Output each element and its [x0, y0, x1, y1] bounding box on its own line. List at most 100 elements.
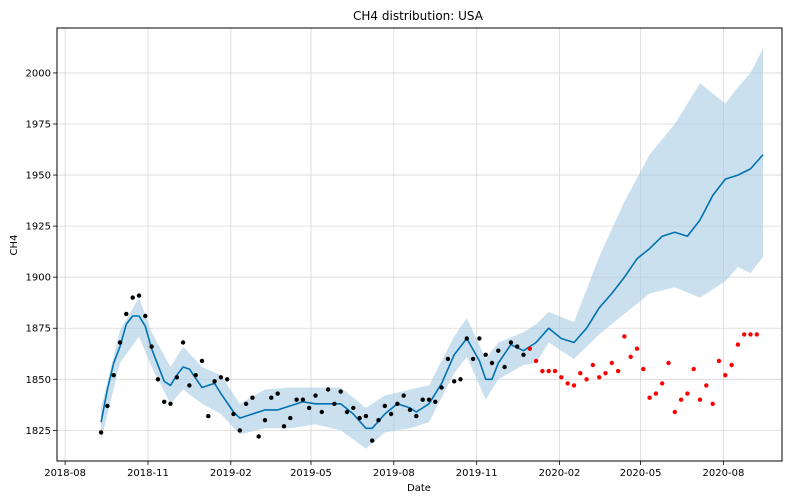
chart-title: CH4 distribution: USA: [353, 9, 484, 23]
x-tick-label: 2019-11: [456, 468, 498, 479]
uncertainty-band-layer: [101, 48, 764, 449]
observed-point: [496, 348, 501, 353]
observed-point: [477, 336, 482, 341]
y-tick-label: 1950: [26, 171, 51, 182]
observed-point: [515, 344, 520, 349]
holdout-point: [628, 354, 633, 359]
observed-point: [206, 413, 211, 419]
forecast-line-layer: [100, 154, 764, 430]
y-tick-label: 1975: [26, 119, 51, 130]
plot-frame: [56, 27, 783, 462]
observed-point: [98, 430, 104, 435]
observed-point: [363, 413, 369, 419]
y-axis-label: CH4: [9, 235, 20, 256]
holdout-point: [603, 371, 608, 376]
observed-point: [168, 401, 173, 406]
observed-point: [275, 391, 280, 396]
holdout-point: [609, 360, 614, 366]
observed-point: [243, 401, 249, 406]
observed-point: [307, 405, 312, 411]
observed-point: [237, 428, 242, 433]
observed-point: [351, 405, 356, 411]
observed-point: [174, 375, 179, 380]
observed-point: [489, 360, 495, 366]
holdout-point: [754, 332, 759, 337]
observed-point: [382, 403, 387, 409]
y-axis: 1825 1850 1875 1900 1925 1950 1975 2000: [26, 68, 57, 437]
holdout-point: [590, 362, 596, 368]
observed-point: [143, 313, 148, 319]
observed-point: [319, 409, 324, 415]
y-tick-label: 1875: [26, 324, 51, 335]
x-tick-label: 2019-08: [373, 468, 415, 479]
holdout-point: [565, 381, 570, 386]
observed-point: [281, 424, 287, 429]
observed-point: [338, 389, 343, 394]
observed-point: [199, 358, 205, 364]
y-tick-label: 1925: [26, 222, 51, 233]
holdout-point: [533, 358, 539, 364]
holdout-point: [660, 381, 665, 386]
observed-point: [508, 340, 514, 345]
holdout-point: [584, 377, 589, 382]
observed-point: [464, 336, 469, 341]
holdout-point: [546, 368, 551, 374]
holdout-point: [697, 397, 703, 402]
observed-point: [395, 401, 400, 406]
observed-point: [162, 399, 167, 404]
x-tick-label: 2020-05: [620, 468, 662, 479]
holdout-point: [527, 346, 532, 351]
holdout-point: [685, 391, 690, 396]
x-tick-label: 2020-02: [539, 468, 581, 479]
holdout-point: [735, 342, 741, 347]
observed-point: [313, 393, 318, 398]
observed-point: [117, 340, 123, 345]
observed-point: [212, 379, 217, 384]
holdout-point: [578, 371, 583, 376]
holdout-point: [710, 401, 715, 406]
holdout-point: [540, 368, 545, 374]
uncertainty-band: [101, 48, 764, 449]
y-tick-label: 1900: [26, 273, 51, 284]
observed-point: [136, 293, 142, 298]
observed-point: [433, 399, 438, 404]
holdout-point: [641, 366, 646, 372]
holdout-point: [653, 391, 659, 396]
holdout-point: [748, 332, 753, 337]
holdout-point: [615, 368, 621, 374]
holdout-point: [647, 395, 652, 400]
x-tick-label: 2019-02: [210, 468, 252, 479]
observed-point: [124, 311, 129, 317]
observed-point: [231, 411, 236, 417]
holdout-point: [729, 362, 734, 368]
observed-point: [180, 340, 186, 345]
holdout-point: [634, 346, 640, 351]
observed-point: [401, 393, 406, 398]
holdout-point: [716, 358, 722, 364]
observed-point: [130, 295, 135, 300]
observed-point: [262, 418, 268, 423]
observed-point: [300, 397, 306, 402]
holdout-point: [704, 383, 709, 388]
observed-point: [288, 415, 293, 421]
observed-point: [149, 344, 154, 349]
holdout-point: [742, 332, 747, 337]
observed-point: [420, 397, 425, 402]
observed-point: [269, 395, 274, 400]
y-tick-label: 1850: [26, 375, 51, 386]
holdout-point: [571, 383, 577, 388]
observed-point: [111, 373, 116, 378]
observed-point: [445, 356, 451, 362]
holdout-point: [622, 334, 627, 339]
observed-point: [193, 373, 198, 378]
holdout-point: [559, 375, 564, 380]
holdout-point: [552, 368, 558, 374]
x-tick-label: 2018-08: [44, 468, 86, 479]
holdout-points-layer: [527, 332, 759, 415]
observed-point: [250, 395, 255, 400]
holdout-point: [691, 366, 696, 372]
observed-point: [155, 377, 161, 382]
observed-point: [502, 364, 507, 370]
observed-point: [439, 385, 444, 390]
